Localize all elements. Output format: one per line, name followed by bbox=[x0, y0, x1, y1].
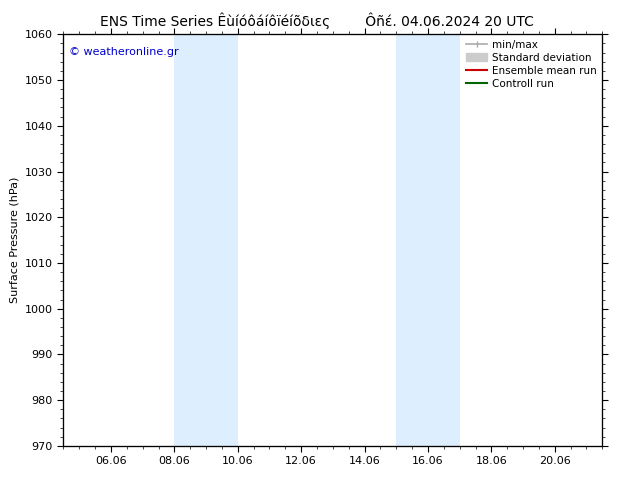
Text: © weatheronline.gr: © weatheronline.gr bbox=[68, 47, 178, 57]
Bar bbox=[396, 34, 460, 446]
Bar bbox=[174, 34, 238, 446]
Text: ENS Time Series Êùíóôáíôïéíõδιες        Ôñέ. 04.06.2024 20 UTC: ENS Time Series Êùíóôáíôïéíõδιες Ôñέ. 04… bbox=[100, 12, 534, 29]
Legend: min/max, Standard deviation, Ensemble mean run, Controll run: min/max, Standard deviation, Ensemble me… bbox=[466, 40, 597, 89]
Y-axis label: Surface Pressure (hPa): Surface Pressure (hPa) bbox=[10, 177, 19, 303]
